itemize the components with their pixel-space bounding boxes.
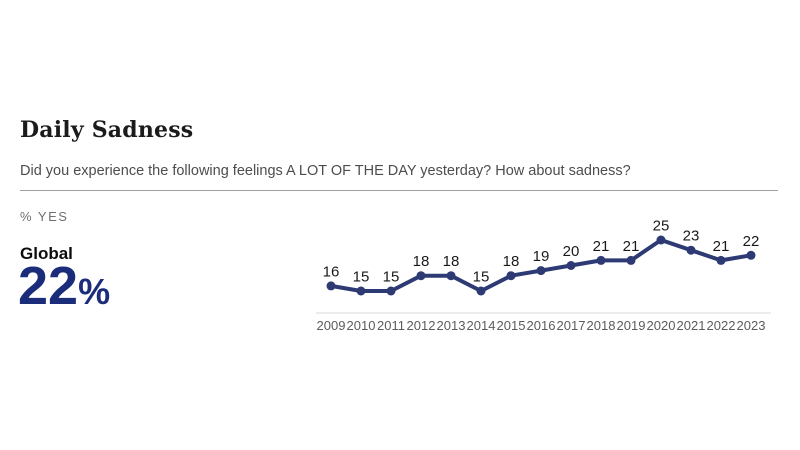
- chart-point: [626, 255, 636, 265]
- chart-year-label: 2020: [647, 318, 676, 333]
- chart-year-label: 2021: [677, 318, 706, 333]
- chart-point: [446, 271, 456, 281]
- chart-year-label: 2010: [347, 318, 376, 333]
- stat-percent-sign: %: [78, 271, 111, 312]
- chart-point-label: 21: [593, 238, 610, 255]
- chart-year-label: 2016: [527, 318, 556, 333]
- stat-value: 22%: [18, 259, 110, 313]
- chart-year-label: 2013: [437, 318, 466, 333]
- chart-year-label: 2009: [317, 318, 346, 333]
- chart-point: [386, 286, 396, 296]
- page-title: Daily Sadness: [20, 117, 194, 143]
- chart-point: [416, 271, 426, 281]
- chart-year-label: 2019: [617, 318, 646, 333]
- chart-year-label: 2017: [557, 318, 586, 333]
- chart-point: [326, 281, 336, 291]
- chart-year-label: 2015: [497, 318, 526, 333]
- chart-point-label: 18: [413, 253, 430, 270]
- chart-point: [686, 245, 696, 255]
- trend-chart: 16 2009 15 2010 15 2011 18 2012 18 2013 15 2014 18 20…: [305, 200, 785, 340]
- chart-point: [536, 266, 546, 276]
- chart-point: [716, 255, 726, 265]
- chart-point-label: 18: [503, 253, 520, 270]
- trend-chart-svg: 16 2009 15 2010 15 2011 18 2012 18 2013 15 2014 18 20…: [316, 218, 771, 333]
- chart-point-label: 22: [743, 233, 760, 250]
- chart-year-label: 2014: [467, 318, 496, 333]
- chart-point-label: 15: [383, 269, 400, 286]
- chart-point: [506, 271, 516, 281]
- chart-point-label: 19: [533, 248, 550, 265]
- survey-question: Did you experience the following feeling…: [20, 163, 631, 179]
- chart-point-label: 21: [623, 238, 640, 255]
- chart-point-label: 18: [443, 253, 460, 270]
- chart-point: [566, 261, 576, 270]
- chart-point-label: 15: [353, 269, 370, 286]
- chart-point: [476, 286, 486, 296]
- stat-label: Global: [20, 244, 73, 263]
- chart-point: [656, 235, 666, 245]
- chart-year-label: 2011: [377, 318, 405, 333]
- chart-year-label: 2012: [407, 318, 436, 333]
- chart-point: [356, 286, 366, 296]
- chart-year-label: 2023: [737, 318, 766, 333]
- chart-point-label: 20: [563, 243, 580, 260]
- chart-year-label: 2022: [707, 318, 736, 333]
- stat-value-number: 22: [18, 256, 79, 316]
- metric-unit-label: % YES: [20, 209, 69, 224]
- chart-point-label: 21: [713, 238, 730, 255]
- chart-point-label: 23: [683, 228, 700, 245]
- chart-year-label: 2018: [587, 318, 616, 333]
- chart-point-label: 16: [323, 263, 340, 280]
- chart-point-label: 25: [653, 218, 670, 235]
- chart-point: [746, 250, 756, 260]
- chart-point: [596, 255, 606, 265]
- section-divider: [20, 190, 778, 191]
- chart-point-label: 15: [473, 269, 490, 286]
